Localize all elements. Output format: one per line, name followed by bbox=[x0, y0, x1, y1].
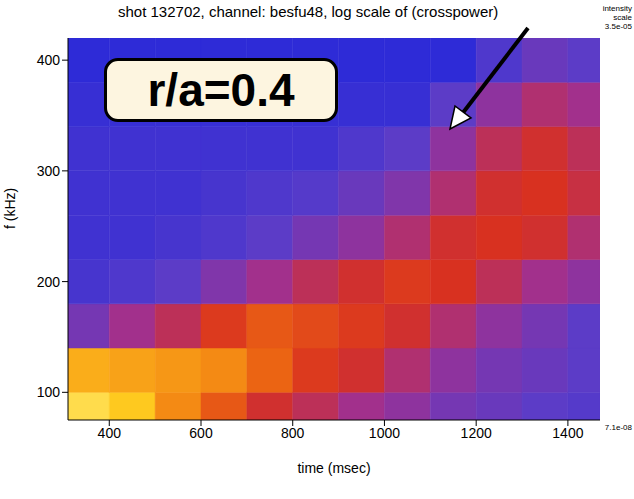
html-text:3.5e-05: 3.5e-05 bbox=[604, 22, 632, 31]
html-text:r/a=0.4: r/a=0.4 bbox=[147, 64, 295, 116]
svg-text:400: 400 bbox=[37, 52, 61, 68]
svg-text:300: 300 bbox=[37, 163, 61, 179]
svg-text:400: 400 bbox=[98, 425, 122, 441]
svg-text:200: 200 bbox=[37, 274, 61, 290]
svg-text:1000: 1000 bbox=[369, 425, 400, 441]
svg-text:time (msec): time (msec) bbox=[297, 460, 370, 476]
svg-text:f (kHz): f (kHz) bbox=[2, 188, 18, 229]
html-text:7.1e-08: 7.1e-08 bbox=[604, 423, 632, 432]
svg-text:1400: 1400 bbox=[552, 425, 583, 441]
svg-text:100: 100 bbox=[37, 384, 61, 400]
svg-text:600: 600 bbox=[189, 425, 213, 441]
html-text:shot 132702, channel: besfu48,: shot 132702, channel: besfu48, log scale… bbox=[118, 3, 499, 20]
svg-text:1200: 1200 bbox=[461, 425, 492, 441]
svg-text:800: 800 bbox=[281, 425, 305, 441]
html-text:scale: scale bbox=[613, 13, 632, 22]
html-text:intensity: intensity bbox=[602, 4, 632, 13]
